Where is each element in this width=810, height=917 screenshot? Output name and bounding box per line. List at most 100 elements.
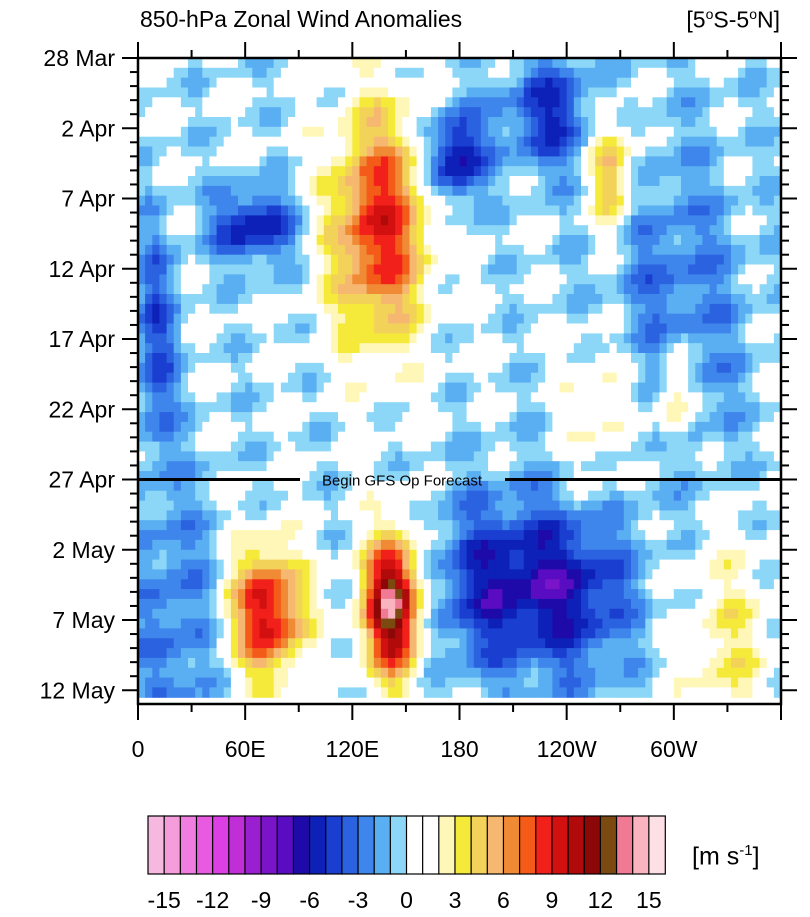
heatmap-cell	[430, 471, 439, 482]
heatmap-cell	[581, 58, 589, 69]
heatmap-cell	[373, 87, 382, 98]
heatmap-cell	[631, 569, 639, 580]
heatmap-cell	[380, 500, 389, 511]
heatmap-cell	[330, 510, 339, 521]
heatmap-cell	[488, 77, 496, 89]
heatmap-cell	[766, 412, 775, 423]
heatmap-cell	[288, 87, 296, 98]
heatmap-cell	[145, 156, 153, 167]
heatmap-cell	[230, 126, 239, 138]
heatmap-cell	[223, 431, 232, 443]
heatmap-cell	[681, 215, 689, 226]
heatmap-cell	[566, 421, 575, 433]
heatmap-cell	[688, 303, 696, 315]
heatmap-cell	[138, 569, 146, 580]
heatmap-cell	[530, 274, 539, 285]
heatmap-cell	[216, 549, 225, 561]
heatmap-cell	[523, 421, 532, 433]
heatmap-cell	[352, 382, 360, 393]
heatmap-cell	[152, 589, 160, 600]
heatmap-cell	[595, 126, 603, 138]
heatmap-cell	[273, 97, 282, 108]
heatmap-cell	[723, 107, 732, 118]
heatmap-cell	[209, 117, 218, 128]
heatmap-cell	[616, 185, 625, 197]
heatmap-cell	[209, 362, 218, 374]
heatmap-cell	[673, 392, 682, 403]
heatmap-cell	[352, 598, 360, 610]
heatmap-cell	[552, 225, 561, 236]
heatmap-cell	[673, 156, 682, 167]
heatmap-cell	[345, 412, 353, 423]
heatmap-cell	[202, 549, 210, 561]
heatmap-cell	[731, 156, 739, 167]
heatmap-cell	[245, 264, 253, 275]
heatmap-cell	[409, 441, 418, 452]
heatmap-cell	[238, 97, 246, 108]
heatmap-cell	[666, 421, 675, 433]
heatmap-cell	[766, 264, 775, 275]
heatmap-cell	[759, 412, 768, 423]
heatmap-cell	[638, 382, 646, 393]
heatmap-cell	[223, 402, 232, 413]
heatmap-cell	[723, 353, 732, 364]
heatmap-cell	[230, 166, 239, 177]
heatmap-cell	[388, 402, 396, 413]
heatmap-cell	[180, 520, 189, 531]
heatmap-cell	[745, 323, 753, 334]
heatmap-cell	[373, 382, 382, 393]
heatmap-cell	[623, 205, 632, 216]
heatmap-cell	[180, 461, 189, 472]
heatmap-cell	[188, 284, 196, 295]
heatmap-cell	[366, 579, 375, 590]
heatmap-cell	[681, 225, 689, 236]
heatmap-cell	[202, 58, 210, 69]
heatmap-cell	[723, 333, 732, 344]
heatmap-cell	[159, 176, 168, 187]
heatmap-cell	[773, 559, 781, 570]
heatmap-cell	[695, 67, 703, 79]
heatmap-cell	[195, 77, 203, 89]
heatmap-cell	[502, 195, 511, 207]
heatmap-cell	[559, 185, 568, 197]
heatmap-cell	[245, 382, 253, 393]
heatmap-cell	[295, 431, 303, 443]
heatmap-cell	[145, 441, 153, 452]
heatmap-cell	[259, 225, 268, 236]
heatmap-cell	[438, 461, 446, 472]
heatmap-cell	[488, 215, 496, 226]
heatmap-cell	[352, 323, 360, 334]
heatmap-cell	[473, 244, 482, 256]
heatmap-cell	[159, 284, 168, 295]
heatmap-cell	[352, 530, 360, 541]
heatmap-cell	[702, 451, 711, 462]
heatmap-cell	[209, 244, 218, 256]
heatmap-cell	[752, 58, 761, 69]
heatmap-cell	[223, 117, 232, 128]
heatmap-cell	[702, 166, 711, 177]
heatmap-cell	[238, 195, 246, 207]
heatmap-cell	[395, 372, 403, 384]
heatmap-cell	[452, 471, 461, 482]
heatmap-cell	[430, 372, 439, 384]
heatmap-cell	[545, 520, 553, 531]
heatmap-cell	[180, 126, 189, 138]
heatmap-cell	[731, 166, 739, 177]
heatmap-cell	[380, 244, 389, 256]
heatmap-cell	[352, 510, 360, 521]
heatmap-cell	[566, 244, 575, 256]
heatmap-cell	[716, 156, 725, 167]
heatmap-cell	[202, 176, 210, 187]
heatmap-cell	[309, 97, 318, 108]
heatmap-cell	[352, 451, 360, 462]
heatmap-cell	[595, 589, 603, 600]
heatmap-cell	[466, 117, 475, 128]
heatmap-cell	[773, 471, 781, 482]
heatmap-cell	[430, 244, 439, 256]
heatmap-cell	[702, 421, 711, 433]
heatmap-cell	[388, 520, 396, 531]
heatmap-cell	[773, 510, 781, 521]
heatmap-cell	[280, 87, 289, 98]
heatmap-cell	[480, 530, 489, 541]
heatmap-cell	[688, 117, 696, 128]
